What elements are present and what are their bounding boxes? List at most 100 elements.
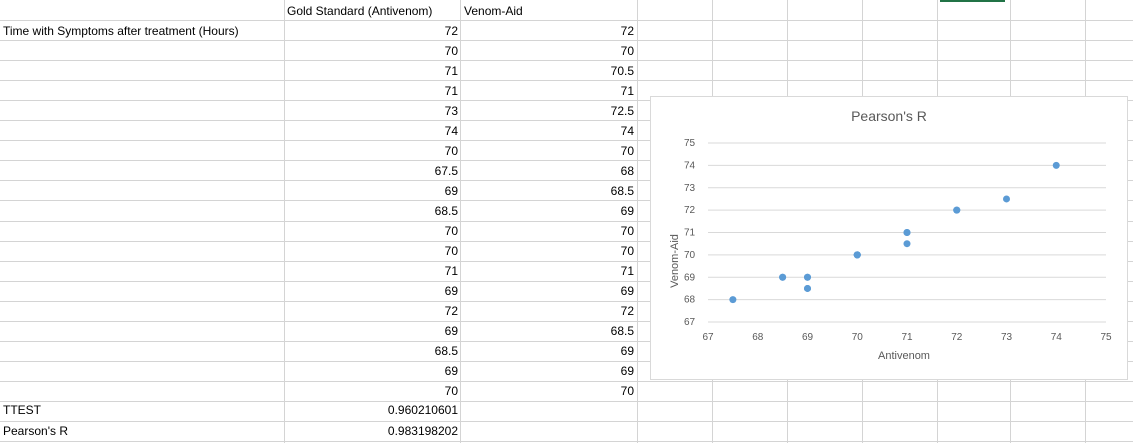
gridline-row [0, 80, 1133, 81]
scatter-point[interactable] [903, 229, 911, 236]
gridline-row [0, 140, 1133, 141]
header-gold-standard[interactable]: Gold Standard (Antivenom) [287, 4, 433, 18]
cell-antivenom[interactable]: 70 [444, 384, 458, 398]
pearson-value[interactable]: 0.983198202 [387, 424, 458, 438]
scatter-point[interactable] [729, 296, 737, 304]
y-tick-label: 69 [684, 272, 696, 283]
x-tick-label: 71 [901, 332, 913, 343]
gridline-row [0, 241, 1133, 242]
scatter-point[interactable] [1052, 161, 1060, 169]
cell-venom-aid[interactable]: 71 [620, 264, 634, 278]
cell-venom-aid[interactable]: 68.5 [610, 324, 634, 338]
gridline-row [0, 221, 1133, 222]
y-tick-label: 72 [684, 205, 696, 216]
x-tick-label: 70 [852, 332, 864, 343]
scatter-point[interactable] [853, 251, 861, 259]
gridline-row [0, 301, 1133, 302]
x-tick-label: 68 [752, 332, 764, 343]
scatter-point[interactable] [804, 273, 811, 281]
cell-venom-aid[interactable]: 68.5 [610, 184, 634, 198]
scatter-point[interactable] [1003, 195, 1010, 203]
gridline-row [0, 381, 1133, 382]
cell-antivenom[interactable]: 69 [444, 184, 458, 198]
cell-venom-aid[interactable]: 68 [620, 164, 634, 178]
cell-antivenom[interactable]: 69 [444, 364, 458, 378]
gridline-row [0, 180, 1133, 181]
scatter-chart[interactable]: Pearson's R 67 68 69 70 71 72 73 74 75 67 68 69 70 71… [650, 96, 1128, 380]
cell-antivenom[interactable]: 70 [444, 144, 458, 158]
cell-venom-aid[interactable]: 72 [620, 24, 634, 38]
header-venom-aid[interactable]: Venom-Aid [464, 4, 523, 18]
cell-antivenom[interactable]: 70 [444, 44, 458, 58]
gridline-row [0, 40, 1133, 41]
cell-antivenom[interactable]: 68.5 [434, 344, 458, 358]
cell-venom-aid[interactable]: 70.5 [610, 64, 634, 78]
cell-venom-aid[interactable]: 70 [620, 44, 634, 58]
cell-antivenom[interactable]: 70 [444, 244, 458, 258]
gridline-col [284, 0, 285, 443]
x-axis-title: Antivenom [878, 350, 930, 362]
gridline-row [0, 200, 1133, 201]
gridline-row [0, 20, 1133, 21]
x-tick-label: 74 [1051, 332, 1063, 343]
cell-antivenom[interactable]: 73 [444, 104, 458, 118]
gridline-row [0, 60, 1133, 61]
x-tick-label: 75 [1100, 332, 1112, 343]
scatter-point[interactable] [953, 206, 961, 214]
gridline-row [0, 341, 1133, 342]
cell-antivenom[interactable]: 70 [444, 224, 458, 238]
cell-venom-aid[interactable]: 74 [620, 124, 634, 138]
cell-antivenom[interactable]: 71 [444, 64, 458, 78]
gridline-row [0, 361, 1133, 362]
cell-antivenom[interactable]: 71 [444, 264, 458, 278]
cell-venom-aid[interactable]: 69 [620, 364, 634, 378]
gridline-col [460, 0, 461, 443]
y-tick-label: 68 [684, 295, 696, 306]
cell-antivenom[interactable]: 69 [444, 324, 458, 338]
cell-venom-aid[interactable]: 70 [620, 384, 634, 398]
x-tick-label: 67 [702, 332, 714, 343]
gridline-row [0, 281, 1133, 282]
cell-antivenom[interactable]: 69 [444, 284, 458, 298]
cell-venom-aid[interactable]: 69 [620, 344, 634, 358]
y-tick-label: 75 [684, 138, 696, 149]
gridline-row [0, 401, 1133, 402]
gridline-row [0, 321, 1133, 322]
cell-antivenom[interactable]: 68.5 [434, 204, 458, 218]
cell-venom-aid[interactable]: 70 [620, 244, 634, 258]
gridline-row [0, 441, 1133, 442]
gridline-row [0, 120, 1133, 121]
x-tick-label: 73 [1001, 332, 1013, 343]
scatter-point[interactable] [779, 273, 787, 281]
y-tick-label: 71 [684, 228, 696, 239]
cell-antivenom[interactable]: 72 [444, 304, 458, 318]
scatter-point[interactable] [804, 284, 811, 292]
scatter-point[interactable] [903, 240, 911, 248]
x-tick-label: 72 [951, 332, 963, 343]
cell-venom-aid[interactable]: 71 [620, 84, 634, 98]
chart-title: Pearson's R [851, 108, 927, 124]
cell-venom-aid[interactable]: 69 [620, 284, 634, 298]
y-tick-label: 74 [684, 160, 696, 171]
cell-antivenom[interactable]: 74 [444, 124, 458, 138]
cell-antivenom[interactable]: 72 [444, 24, 458, 38]
gridline-col [637, 0, 638, 443]
cell-venom-aid[interactable]: 69 [620, 204, 634, 218]
ttest-value[interactable]: 0.960210601 [387, 403, 458, 417]
gridline-row [0, 261, 1133, 262]
cell-venom-aid[interactable]: 70 [620, 144, 634, 158]
cell-antivenom[interactable]: 71 [444, 84, 458, 98]
cell-venom-aid[interactable]: 70 [620, 224, 634, 238]
cell-venom-aid[interactable]: 72.5 [610, 104, 634, 118]
gridline-row [0, 160, 1133, 161]
pearson-label[interactable]: Pearson's R [3, 424, 68, 438]
ttest-label[interactable]: TTEST [3, 403, 41, 417]
chart-plot: 67 68 69 70 71 72 73 74 75 67 68 69 70 71 72 73 74 75 [684, 138, 1112, 343]
cell-antivenom[interactable]: 67.5 [434, 164, 458, 178]
x-tick-label: 69 [802, 332, 814, 343]
y-tick-label: 67 [684, 317, 696, 328]
gridline-row [0, 421, 1133, 422]
active-cell-marker [940, 0, 1005, 2]
row-label-symptom-time[interactable]: Time with Symptoms after treatment (Hour… [3, 24, 239, 38]
cell-venom-aid[interactable]: 72 [620, 304, 634, 318]
